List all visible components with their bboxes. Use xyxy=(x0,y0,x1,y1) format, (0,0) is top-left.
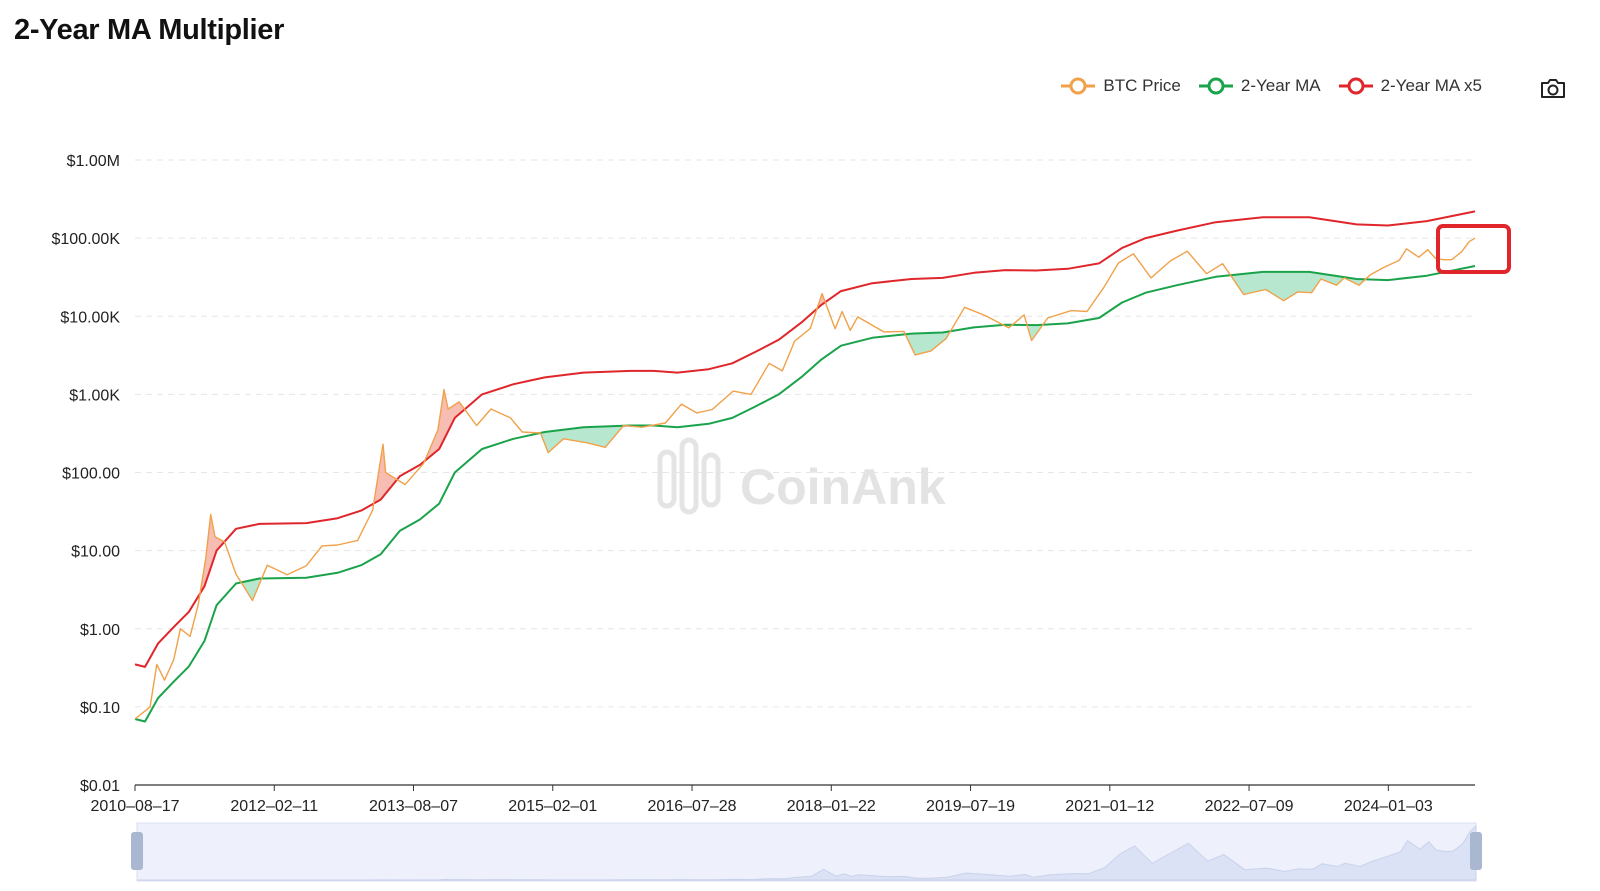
highlight-box xyxy=(1436,224,1511,274)
legend-item-2-year-ma[interactable]: 2-Year MA xyxy=(1198,76,1321,96)
grid-lines xyxy=(135,159,1475,708)
x-tick-label: 2016–07–28 xyxy=(648,798,737,815)
coinank-watermark: CoinAnk xyxy=(657,437,946,515)
x-tick-label: 2013–08–07 xyxy=(369,798,458,815)
x-axis: 2010–08–17 2012–02–11 2013–08–07 2015–02–01… xyxy=(91,784,1475,815)
x-tick-label: 2019–07–19 xyxy=(926,798,1015,815)
legend-item-2-year-ma-x5[interactable]: 2-Year MA x5 xyxy=(1338,76,1482,96)
legend-line-circle-icon xyxy=(1061,77,1096,95)
y-tick-label: $100.00 xyxy=(62,466,120,483)
page-title: 2-Year MA Multiplier xyxy=(14,14,285,46)
two-year-ma-line xyxy=(134,265,1476,723)
below-ma-fill xyxy=(906,331,951,355)
x-tick-label: 2012–02–11 xyxy=(230,798,318,815)
below-ma-fill xyxy=(1231,271,1364,301)
zoom-slider-left-handle[interactable] xyxy=(131,832,143,870)
y-tick-label: $0.01 xyxy=(80,778,120,795)
y-tick-label: $10.00K xyxy=(60,309,120,326)
y-tick-label: $0.10 xyxy=(80,700,120,717)
y-tick-label: $100.00K xyxy=(51,231,120,248)
zoom-slider-preview xyxy=(137,824,1477,881)
legend-label: 2-Year MA xyxy=(1240,76,1321,95)
camera-icon[interactable] xyxy=(1540,77,1566,99)
x-tick-label: 2021–01–12 xyxy=(1065,798,1154,815)
legend-line-circle-icon xyxy=(1338,77,1373,95)
series-lines xyxy=(134,210,1476,723)
two-year-ma-x5-line xyxy=(134,210,1476,668)
y-tick-label: $1.00K xyxy=(69,387,120,404)
x-tick-label: 2022–07–09 xyxy=(1205,798,1294,815)
above-ma5-fill xyxy=(426,394,465,460)
chart-legend: BTC Price 2-Year MA 2-Year MA x5 xyxy=(1061,76,1482,96)
legend-label: 2-Year MA x5 xyxy=(1380,76,1482,95)
above-ma5-fill xyxy=(200,519,224,594)
legend-line-circle-icon xyxy=(1198,77,1233,95)
zoom-slider[interactable] xyxy=(131,822,1482,882)
y-axis-labels: $1.00M $100.00K $10.00K $1.00K $100.00 $10.00… xyxy=(51,153,120,795)
btc-price-line xyxy=(134,237,1476,720)
x-tick-label: 2010–08–17 xyxy=(91,798,180,815)
y-tick-label: $1.00M xyxy=(67,153,120,170)
watermark-text: CoinAnk xyxy=(740,459,946,515)
above-ma5-fill xyxy=(374,451,396,504)
x-tick-label: 2018–01–22 xyxy=(787,798,876,815)
below-ma-fill xyxy=(242,578,262,600)
y-tick-label: $10.00 xyxy=(71,544,120,561)
band-fills xyxy=(200,271,1364,600)
above-ma5-fill xyxy=(818,294,825,308)
legend-item-btc-price[interactable]: BTC Price xyxy=(1061,76,1181,96)
below-ma-fill xyxy=(540,425,624,453)
legend-label: BTC Price xyxy=(1103,76,1181,95)
y-tick-label: $1.00 xyxy=(80,622,120,639)
x-tick-label: 2015–02–01 xyxy=(508,798,597,815)
zoom-slider-right-handle[interactable] xyxy=(1470,832,1482,870)
x-tick-label: 2024–01–03 xyxy=(1344,798,1433,815)
below-ma-fill xyxy=(1029,324,1043,339)
